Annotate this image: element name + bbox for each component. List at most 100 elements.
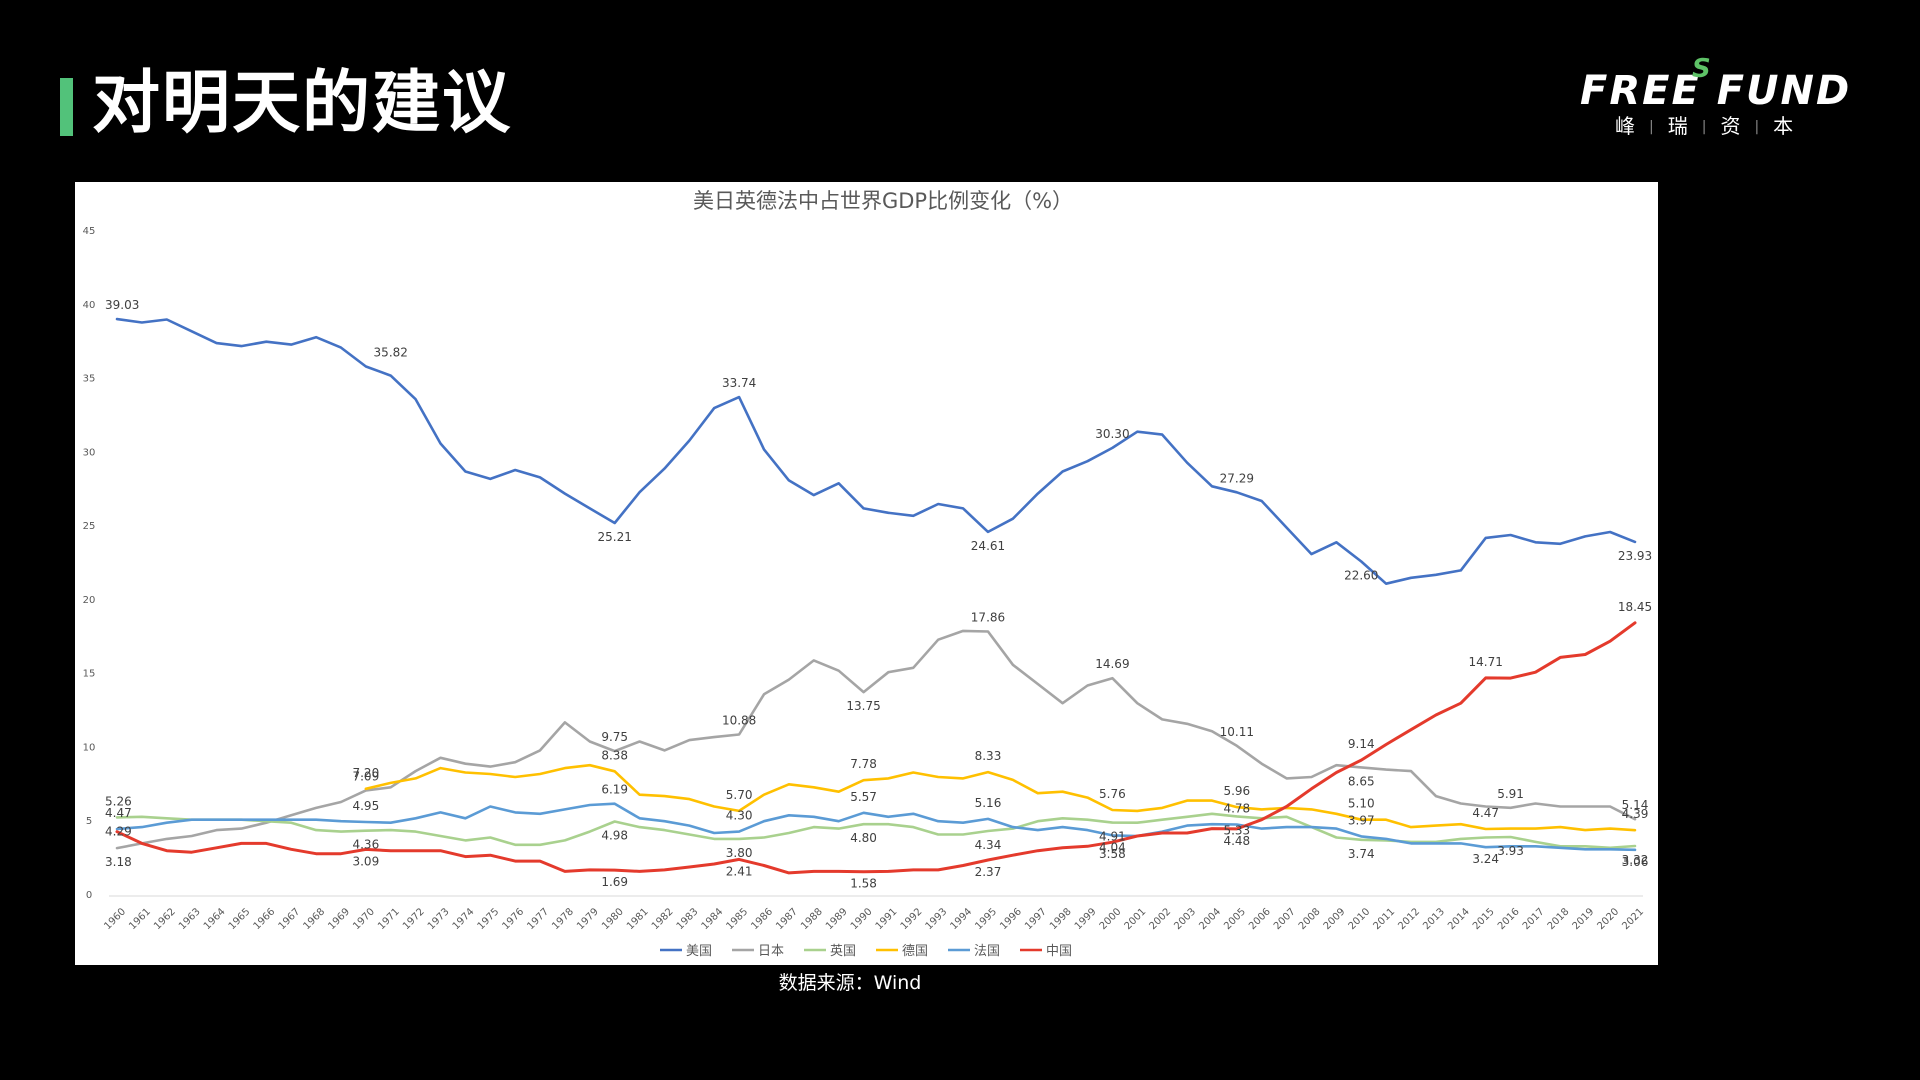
x-tick-label: 1986 bbox=[749, 906, 775, 932]
data-label: 17.86 bbox=[971, 610, 1005, 624]
x-tick-label: 1970 bbox=[351, 906, 377, 932]
y-tick-label: 25 bbox=[83, 521, 96, 532]
data-label: 1.58 bbox=[850, 877, 877, 891]
data-label: 4.98 bbox=[601, 829, 628, 843]
data-label: 24.61 bbox=[971, 539, 1005, 553]
series-line-德国 bbox=[364, 763, 1637, 832]
x-tick-label: 1998 bbox=[1048, 906, 1074, 932]
data-label: 8.65 bbox=[1348, 774, 1375, 788]
x-tick-label: 2018 bbox=[1546, 906, 1572, 932]
data-label: 3.24 bbox=[1472, 852, 1499, 866]
x-tick-label: 1997 bbox=[1023, 906, 1049, 932]
page-title: 对明天的建议 bbox=[92, 64, 513, 143]
x-tick-label: 1972 bbox=[401, 906, 427, 932]
x-tick-label: 1992 bbox=[899, 906, 925, 932]
data-label: 5.76 bbox=[1099, 787, 1126, 801]
x-tick-label: 1984 bbox=[700, 906, 726, 932]
x-tick-label: 2021 bbox=[1620, 906, 1646, 932]
logo-char: 瑞 bbox=[1667, 114, 1688, 138]
data-label: 3.09 bbox=[352, 854, 379, 868]
x-tick-label: 2017 bbox=[1521, 906, 1547, 932]
data-label: 4.78 bbox=[1223, 801, 1250, 815]
data-label: 4.39 bbox=[1622, 807, 1649, 821]
x-tick-label: 2002 bbox=[1148, 906, 1174, 932]
x-tick-label: 2003 bbox=[1172, 906, 1198, 932]
x-tick-label: 1967 bbox=[277, 906, 303, 932]
data-label: 8.33 bbox=[975, 749, 1002, 763]
data-label: 33.74 bbox=[722, 376, 756, 390]
legend-label: 法国 bbox=[974, 944, 1000, 959]
x-tick-label: 2016 bbox=[1496, 906, 1522, 932]
x-tick-label: 1969 bbox=[326, 906, 352, 932]
data-label: 27.29 bbox=[1220, 471, 1254, 485]
data-label: 4.29 bbox=[105, 825, 132, 839]
x-tick-label: 1960 bbox=[102, 906, 128, 932]
data-label: 4.04 bbox=[1099, 840, 1126, 854]
x-tick-label: 1989 bbox=[824, 906, 850, 932]
series-line-英国 bbox=[115, 812, 1637, 850]
legend-label: 美国 bbox=[686, 944, 712, 959]
data-label: 7.09 bbox=[352, 769, 379, 783]
data-label: 4.47 bbox=[1472, 806, 1499, 820]
data-label: 14.71 bbox=[1469, 655, 1503, 669]
x-tick-label: 1978 bbox=[550, 906, 576, 932]
x-tick-label: 1966 bbox=[252, 906, 278, 932]
x-tick-label: 1993 bbox=[924, 906, 950, 932]
data-label: 10.11 bbox=[1220, 725, 1254, 739]
title-accent-bar bbox=[60, 78, 73, 136]
x-tick-label: 2019 bbox=[1571, 906, 1597, 932]
x-tick-label: 1979 bbox=[575, 906, 601, 932]
data-label: 4.95 bbox=[352, 799, 379, 813]
legend: 美国 日本 英国 德国 法国 中国 bbox=[660, 944, 1072, 959]
data-label: 18.45 bbox=[1618, 600, 1652, 614]
x-tick-label: 2007 bbox=[1272, 906, 1298, 932]
logo-subtitle: 峰 | 瑞 | 资 | 本 bbox=[1615, 110, 1793, 139]
y-tick-label: 35 bbox=[83, 374, 96, 385]
x-tick-label: 2015 bbox=[1471, 906, 1497, 932]
data-label: 3.80 bbox=[726, 846, 753, 860]
logo-separator: | bbox=[1649, 119, 1654, 135]
data-label: 3.93 bbox=[1497, 844, 1524, 858]
chart-panel: 美日英德法中占世界GDP比例变化（%） 0 5 10 15 20 25 30 35 40 45 1… bbox=[75, 182, 1658, 965]
data-label: 5.91 bbox=[1497, 787, 1524, 801]
y-tick-label: 5 bbox=[86, 816, 92, 827]
y-tick-label: 40 bbox=[83, 300, 96, 311]
data-label: 5.57 bbox=[850, 790, 877, 804]
legend-label: 日本 bbox=[758, 944, 784, 959]
series-line-美国 bbox=[115, 317, 1637, 585]
x-tick-label: 2005 bbox=[1222, 906, 1248, 932]
chart-title: 美日英德法中占世界GDP比例变化（%） bbox=[693, 189, 1073, 213]
logo-main-text: FREE FUND bbox=[1580, 68, 1852, 114]
y-tick-label: 45 bbox=[83, 226, 96, 237]
x-tick-label: 1999 bbox=[1073, 906, 1099, 932]
series-line-日本 bbox=[115, 629, 1637, 850]
y-tick-label: 30 bbox=[83, 447, 96, 458]
data-label: 14.69 bbox=[1095, 657, 1129, 671]
logo-char: 峰 bbox=[1615, 114, 1635, 138]
data-label: 5.70 bbox=[726, 788, 753, 802]
source-note: 数据来源：Wind bbox=[778, 972, 922, 994]
logo-separator: | bbox=[1754, 119, 1760, 135]
data-label: 4.36 bbox=[352, 838, 379, 852]
x-tick-label: 1988 bbox=[799, 906, 825, 932]
legend-label: 中国 bbox=[1046, 944, 1072, 959]
data-label: 7.20 bbox=[352, 766, 379, 780]
logo-char: 资 bbox=[1720, 114, 1741, 138]
data-label: 4.48 bbox=[1223, 834, 1250, 848]
x-tick-label: 1976 bbox=[501, 906, 527, 932]
x-tick-label: 2000 bbox=[1098, 906, 1124, 932]
logo-separator: | bbox=[1701, 119, 1707, 135]
data-label: 3.97 bbox=[1348, 813, 1375, 827]
data-label: 3.74 bbox=[1348, 847, 1375, 861]
y-axis: 0 5 10 15 20 25 30 35 40 45 bbox=[83, 226, 96, 901]
data-label: 30.30 bbox=[1095, 427, 1129, 441]
legend-label: 英国 bbox=[830, 944, 856, 959]
x-tick-label: 2008 bbox=[1297, 906, 1323, 932]
gdp-share-line-chart: 美日英德法中占世界GDP比例变化（%） 0 5 10 15 20 25 30 35 40 45 1… bbox=[83, 189, 1653, 959]
y-tick-label: 20 bbox=[83, 595, 96, 606]
x-tick-label: 1973 bbox=[426, 906, 452, 932]
x-tick-label: 2010 bbox=[1347, 906, 1373, 932]
data-label: 3.18 bbox=[105, 855, 132, 869]
x-tick-label: 1971 bbox=[376, 906, 402, 932]
x-tick-label: 2020 bbox=[1595, 906, 1621, 932]
